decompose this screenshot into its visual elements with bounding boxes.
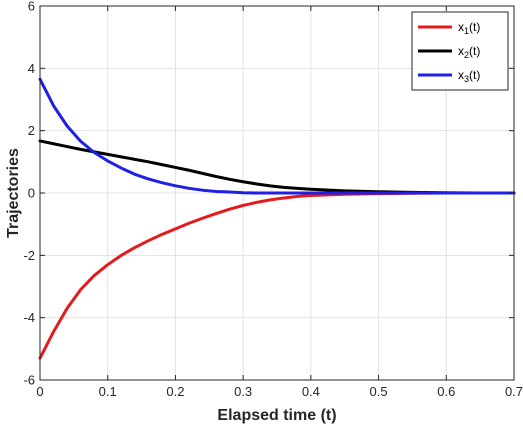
y-tick-label: 2 — [28, 123, 35, 138]
y-tick-label: 4 — [28, 61, 35, 76]
x-tick-label: 0 — [36, 384, 43, 399]
series-line-x2 — [38, 139, 516, 195]
x-tick-label: 0.3 — [234, 384, 252, 399]
x-tick-labels: 0 0.1 0.2 0.3 0.4 0.5 0.6 0.7 — [36, 384, 523, 399]
series-line-x3 — [38, 77, 516, 195]
x-tick-label: 0.1 — [99, 384, 117, 399]
axes — [39, 5, 515, 381]
series-lines — [38, 77, 516, 360]
x-tick-label: 0.2 — [166, 384, 184, 399]
legend-entry-x2: x2(t) — [458, 44, 480, 60]
legend-entry-x3: x3(t) — [458, 68, 480, 84]
legend: x1(t) x2(t) x3(t) — [411, 11, 509, 91]
y-axis-label: Trajectories — [5, 148, 22, 238]
y-tick-label: -4 — [23, 310, 35, 325]
x-tick-label: 0.4 — [302, 384, 320, 399]
y-tick-labels: -6 -4 -2 0 2 4 6 — [23, 0, 35, 388]
y-tick-label: 6 — [28, 0, 35, 14]
y-tick-label: -6 — [23, 373, 35, 388]
y-tick-label: -2 — [23, 248, 35, 263]
legend-entry-x1: x1(t) — [458, 20, 480, 36]
x-tick-label: 0.5 — [370, 384, 388, 399]
x-tick-label: 0.6 — [437, 384, 455, 399]
x-tick-label: 0.7 — [505, 384, 523, 399]
x-axis-label: Elapsed time (t) — [217, 407, 336, 424]
y-tick-label: 0 — [28, 186, 35, 201]
